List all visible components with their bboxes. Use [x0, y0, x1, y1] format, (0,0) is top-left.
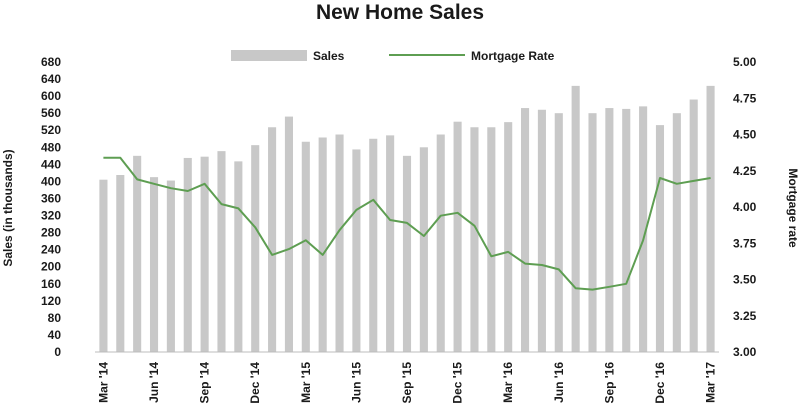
x-tick-label: Dec '14	[248, 362, 262, 404]
sales-bars	[99, 85, 715, 353]
sales-bar	[672, 113, 681, 352]
y-tick-label: 0	[54, 345, 61, 359]
y2-axis-label: Mortgage rate	[786, 168, 800, 248]
x-tick-label: Mar '17	[704, 362, 718, 403]
legend-label-mortgage-rate: Mortgage Rate	[471, 49, 555, 63]
y2-tick-label: 5.00	[733, 55, 757, 69]
sales-bar	[99, 179, 108, 352]
sales-bar	[706, 85, 715, 352]
sales-bar	[352, 149, 361, 352]
y-tick-label: 360	[41, 191, 61, 205]
x-tick-label: Jun '15	[349, 362, 363, 403]
y2-tick-label: 3.50	[733, 273, 757, 287]
x-tick-label: Sep '14	[198, 362, 212, 404]
y-tick-label: 560	[41, 106, 61, 120]
sales-bar	[116, 175, 125, 352]
y2-tick-label: 3.25	[733, 309, 757, 323]
y-axis-label: Sales (in thousands)	[1, 149, 15, 266]
sales-bar	[149, 177, 159, 352]
sales-bar	[166, 180, 175, 352]
y-tick-label: 600	[41, 89, 61, 103]
sales-bar	[588, 113, 597, 352]
sales-bar	[504, 122, 513, 352]
y-tick-label: 80	[48, 311, 62, 325]
sales-bar	[571, 85, 580, 352]
sales-bar	[133, 155, 142, 352]
y-tick-label: 40	[48, 328, 62, 342]
sales-bar	[419, 147, 428, 352]
legend: Sales Mortgage Rate	[231, 49, 555, 63]
legend-label-sales: Sales	[313, 49, 345, 63]
y2-tick-label: 3.75	[733, 236, 757, 250]
sales-bar	[605, 108, 614, 352]
sales-bar	[318, 137, 327, 352]
sales-bar	[369, 138, 378, 352]
y-tick-label: 640	[41, 72, 61, 86]
sales-bar	[217, 151, 226, 352]
sales-bar	[436, 134, 445, 352]
y-tick-label: 160	[41, 277, 61, 291]
sales-bar	[639, 106, 648, 353]
chart-title: New Home Sales	[316, 1, 484, 24]
x-tick-label: Mar '15	[299, 362, 313, 403]
x-tick-label: Jun '14	[147, 362, 161, 403]
y-tick-label: 440	[41, 157, 61, 171]
x-tick-label: Sep '16	[602, 362, 616, 404]
sales-bar	[335, 134, 344, 352]
y2-tick-label: 4.00	[733, 200, 757, 214]
y-tick-label: 280	[41, 226, 61, 240]
sales-bar	[554, 113, 563, 352]
right-axis: 3.00 3.25 3.50 3.75 4.00 4.25 4.50 4.75 5.00	[733, 55, 757, 359]
x-tick-label: Sep '15	[400, 362, 414, 404]
sales-bar	[183, 157, 192, 352]
sales-bar	[521, 108, 530, 352]
sales-bar	[200, 156, 209, 352]
y-tick-label: 320	[41, 209, 61, 223]
sales-bar	[402, 155, 412, 352]
x-axis-ticks: Mar '14 Jun '14 Sep '14 Dec '14 Mar '15 Jun '…	[96, 362, 717, 404]
sales-bar	[453, 121, 462, 353]
sales-bar	[234, 161, 243, 352]
y2-tick-label: 4.75	[733, 91, 757, 105]
y-tick-label: 120	[41, 294, 61, 308]
y2-tick-label: 4.50	[733, 128, 757, 142]
y-tick-label: 680	[41, 55, 61, 69]
y-tick-label: 480	[41, 140, 61, 154]
legend-swatch-sales	[231, 50, 307, 61]
y-tick-label: 240	[41, 243, 61, 257]
sales-bar	[268, 127, 277, 352]
x-tick-label: Mar '14	[96, 362, 110, 403]
x-tick-label: Mar '16	[501, 362, 515, 403]
sales-bar	[251, 145, 260, 352]
sales-bar	[386, 135, 395, 352]
y-tick-label: 200	[41, 260, 61, 274]
x-tick-label: Jun '16	[552, 362, 566, 403]
y-tick-label: 400	[41, 174, 61, 188]
sales-bar	[537, 109, 546, 352]
sales-bar	[470, 127, 479, 352]
x-tick-label: Dec '15	[451, 362, 465, 404]
sales-bar	[487, 127, 496, 352]
sales-bar	[655, 125, 665, 352]
sales-bar	[622, 108, 631, 352]
sales-bar	[301, 141, 310, 352]
left-axis: 0 40 80 120 160 200 240 280 320 360 400 440 480 520 56…	[41, 55, 61, 359]
y2-tick-label: 4.25	[733, 164, 757, 178]
mortgage-rate-line	[103, 156, 711, 291]
x-tick-label: Dec '16	[653, 362, 667, 404]
sales-bar	[689, 99, 698, 352]
y-tick-label: 520	[41, 123, 61, 137]
sales-bar	[284, 116, 293, 353]
y2-tick-label: 3.00	[733, 345, 757, 359]
